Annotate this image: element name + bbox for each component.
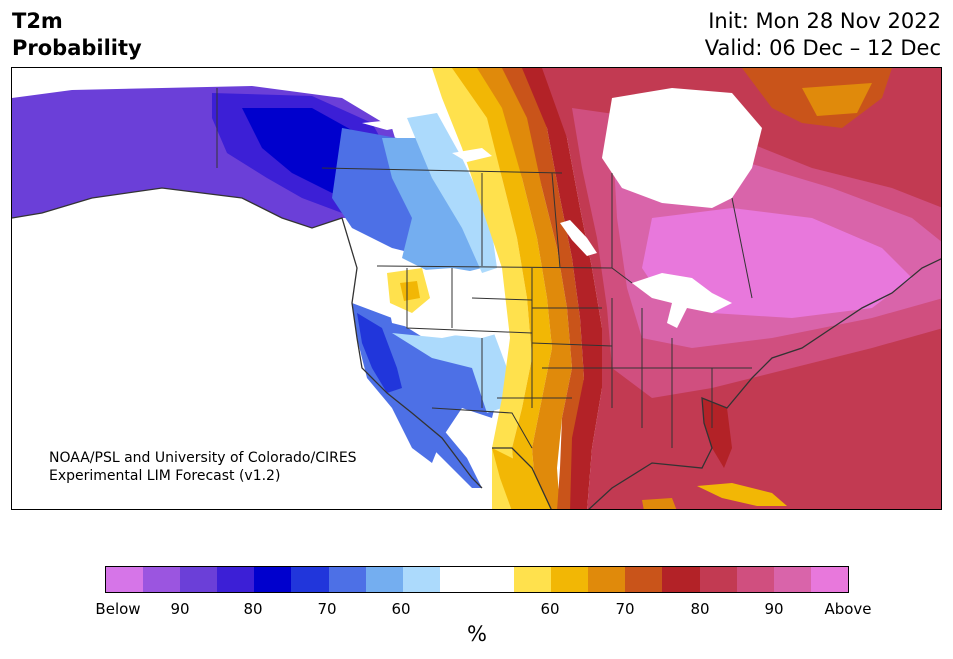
political-borders [216, 88, 753, 449]
colorbar-unit: % [467, 622, 487, 646]
region-westcoast-below [352, 303, 502, 463]
colorbar-segment [514, 567, 552, 592]
colorbar-segment [699, 567, 737, 592]
colorbar-segment [143, 567, 181, 592]
colorbar-segment [773, 567, 811, 592]
colorbar-segment [551, 567, 589, 592]
region-warm-gold [452, 68, 552, 509]
title-line-1: T2m [12, 9, 63, 33]
colorbar-tick-label: Below [95, 600, 141, 618]
colorbar-segment [588, 567, 626, 592]
colorbar-tick-label: Above [824, 600, 872, 618]
colorbar-segment [810, 567, 848, 592]
colorbar-tick-label: 90 [170, 600, 190, 618]
region-plains-pale [407, 113, 497, 273]
credit-text: NOAA/PSL and University of Colorado/CIRE… [49, 449, 357, 485]
title-line-2: Probability [12, 36, 142, 60]
colorbar-segment [736, 567, 774, 592]
colorbar-segment [439, 567, 477, 592]
colorbar-tick-label: 60 [391, 600, 411, 618]
region-hispaniola [642, 498, 677, 509]
colorbar-tick-label: 80 [690, 600, 710, 618]
region-warm-orange [477, 68, 572, 509]
colorbar-tick-label: 80 [243, 600, 263, 618]
map-panel [11, 67, 942, 510]
valid-range: Valid: 06 Dec – 12 Dec [704, 36, 941, 60]
region-warm-darkorange [502, 68, 584, 509]
colorbar-segment [402, 567, 440, 592]
colorbar-segment [328, 567, 366, 592]
colorbar-segment [254, 567, 292, 592]
colorbar-tick-label: 70 [317, 600, 337, 618]
region-greenland-orange [802, 83, 872, 116]
region-ontario-max [642, 208, 912, 318]
region-warm-red [522, 68, 602, 509]
colorbar-segment [291, 567, 329, 592]
great-slave-lake [362, 120, 407, 130]
colorbar-segment [662, 567, 700, 592]
region-plains-light [382, 138, 482, 278]
colorbar-segment [365, 567, 403, 592]
map-title: T2m Probability [12, 8, 142, 62]
colorbar-segment [217, 567, 255, 592]
forecast-dates: Init: Mon 28 Nov 2022 Valid: 06 Dec – 12… [705, 8, 941, 62]
region-california-strong [357, 313, 402, 393]
lake-winnipeg [560, 220, 597, 256]
credit-line-2: Experimental LIM Forecast (v1.2) [49, 468, 281, 484]
colorbar-tick-label: 70 [615, 600, 635, 618]
region-idaho-above-core [400, 281, 420, 301]
coastline [12, 187, 941, 509]
region-southwest-pale [392, 328, 507, 413]
region-warm-yellow [432, 68, 532, 509]
credit-line-1: NOAA/PSL and University of Colorado/CIRE… [49, 450, 357, 466]
colorbar-segment [476, 567, 515, 592]
colorbar-segment [625, 567, 663, 592]
colorbar-segment [180, 567, 218, 592]
init-date: Init: Mon 28 Nov 2022 [708, 9, 941, 33]
hudson-bay [602, 88, 762, 208]
colorbar-tick-label: 90 [764, 600, 784, 618]
colorbar-tick-label: 60 [540, 600, 560, 618]
colorbar [105, 566, 849, 593]
colorbar-segment [106, 567, 144, 592]
region-mexico-warm [492, 448, 552, 509]
great-lakes [632, 273, 732, 328]
great-bear-lake [452, 148, 492, 162]
region-cuba [697, 483, 787, 506]
north-america-map [12, 68, 941, 509]
region-florida-red [702, 398, 732, 468]
